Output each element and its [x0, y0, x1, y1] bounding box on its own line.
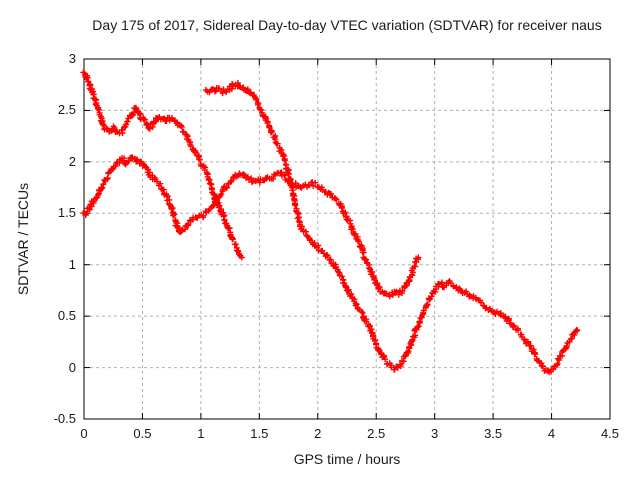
series-arc-1	[80, 69, 245, 261]
x-tick-label: 2	[314, 426, 322, 441]
y-tick-label: 0.5	[57, 308, 76, 324]
x-tick-label: 0	[80, 426, 88, 441]
y-tick-label: 1	[68, 256, 76, 272]
x-tick-label: 4	[547, 426, 556, 441]
y-tick-label: 2	[68, 153, 76, 169]
y-tick-label: 1.5	[57, 205, 76, 221]
y-tick-label: 3	[68, 51, 76, 66]
series-arc-3	[202, 79, 581, 376]
y-tick-label: 0	[68, 359, 76, 375]
x-tick-label: 4.5	[600, 426, 620, 441]
y-tick-label: -0.5	[53, 411, 76, 426]
x-tick-label: 3.5	[484, 426, 503, 441]
chart-title: Day 175 of 2017, Sidereal Day-to-day VTE…	[92, 17, 602, 33]
x-tick-label: 1	[197, 426, 205, 441]
y-tick-label: 2.5	[57, 102, 76, 118]
x-tick-label: 3	[431, 426, 439, 441]
x-tick-label: 0.5	[133, 426, 152, 441]
x-tick-label: 1.5	[250, 426, 269, 441]
x-axis-label: GPS time / hours	[293, 451, 401, 467]
plot-frame	[83, 58, 611, 420]
series-arc-2	[80, 154, 422, 300]
x-tick-label: 2.5	[367, 426, 386, 441]
